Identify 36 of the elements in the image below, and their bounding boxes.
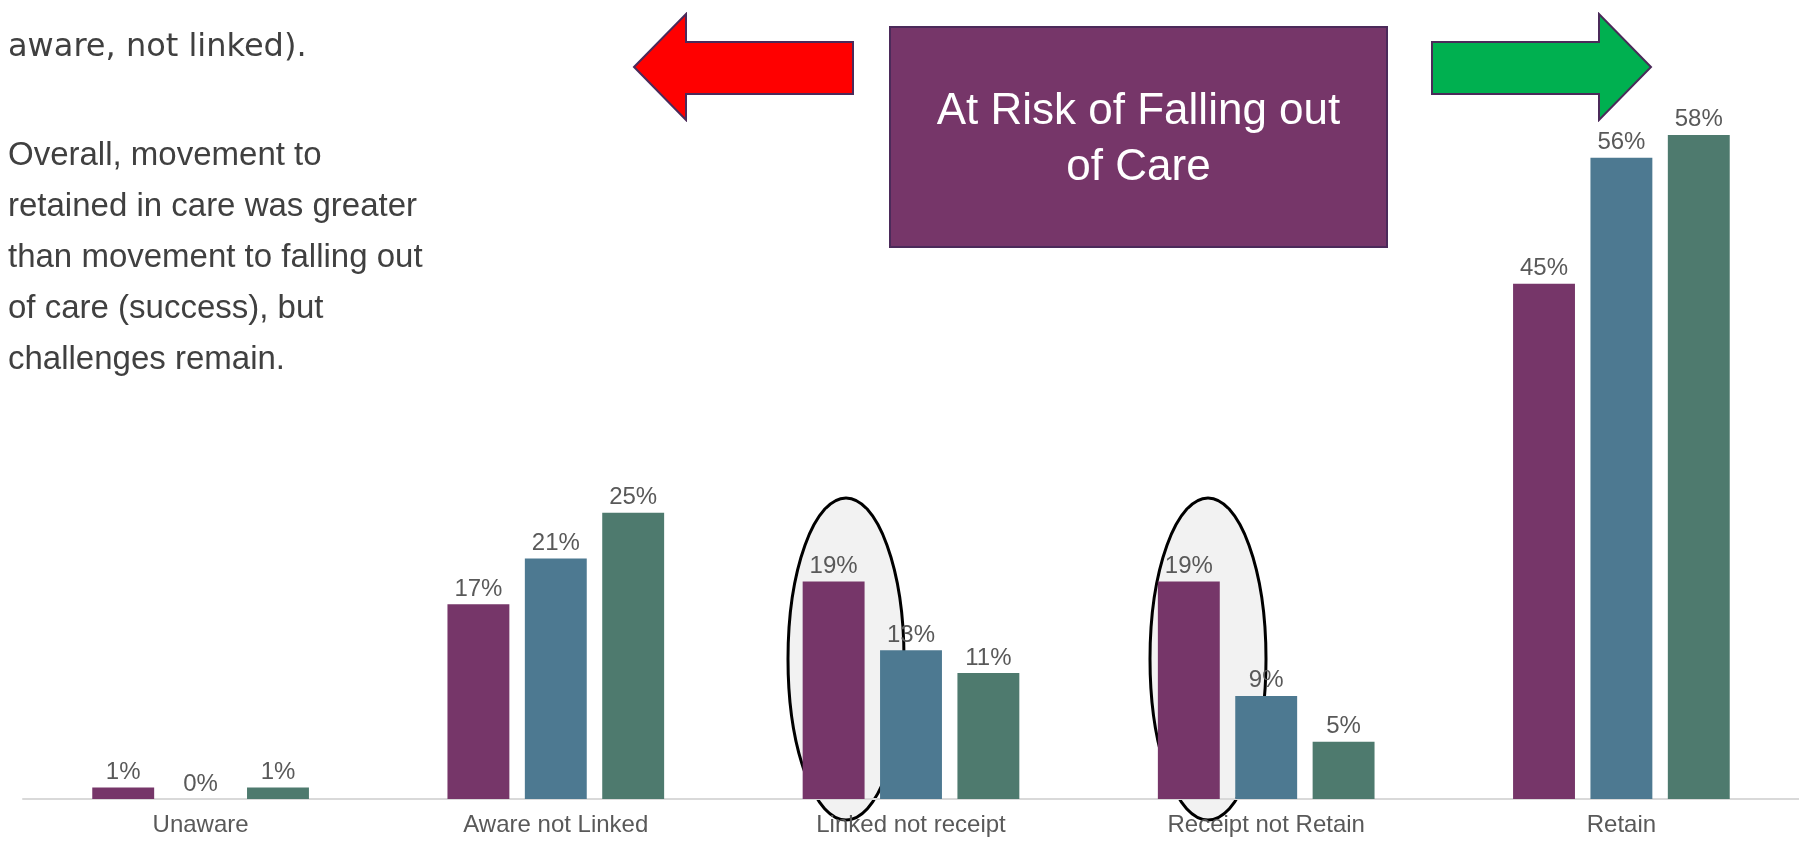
data-label: 11% bbox=[965, 642, 1012, 670]
callout-box: At Risk of Falling out of Care bbox=[889, 26, 1388, 248]
bar bbox=[1513, 283, 1575, 799]
data-label: 45% bbox=[1519, 253, 1569, 281]
bar bbox=[247, 787, 309, 799]
x-tick-label: Aware not Linked bbox=[463, 809, 649, 837]
bar bbox=[1667, 134, 1730, 799]
data-label: 0% bbox=[183, 768, 218, 796]
bar bbox=[92, 787, 155, 799]
x-tick-label: Linked not receipt bbox=[816, 809, 1007, 837]
x-tick-label: Unaware bbox=[152, 809, 249, 837]
bar bbox=[957, 673, 1020, 799]
bar bbox=[524, 558, 587, 799]
text: aware, not linked). bbox=[8, 26, 307, 64]
bar bbox=[602, 512, 665, 799]
data-label: 1% bbox=[260, 757, 296, 785]
data-label: 21% bbox=[531, 528, 580, 556]
bar bbox=[1590, 157, 1653, 799]
data-label: 19% bbox=[809, 550, 858, 578]
bar bbox=[802, 581, 865, 799]
data-label: 1% bbox=[105, 757, 141, 785]
x-tick-label: Retain bbox=[1586, 809, 1657, 837]
data-label: 56% bbox=[1597, 127, 1646, 155]
bar bbox=[1157, 581, 1220, 799]
data-label: 58% bbox=[1674, 104, 1723, 132]
bar bbox=[1235, 695, 1298, 799]
annotation: At Risk of Falling out of Care bbox=[935, 83, 1342, 191]
data-label: 25% bbox=[609, 482, 658, 510]
bar bbox=[1312, 741, 1375, 799]
x-tick-label: Receipt not Retain bbox=[1167, 809, 1365, 837]
annotation: Overall, movement to retained in care was greater than movement to falling out of care (success), but challenges remain. bbox=[8, 134, 424, 378]
data-label: 5% bbox=[1326, 711, 1361, 739]
bar bbox=[880, 650, 942, 799]
bar bbox=[447, 604, 510, 799]
data-label: 19% bbox=[1164, 550, 1213, 578]
data-label: 17% bbox=[454, 573, 503, 601]
